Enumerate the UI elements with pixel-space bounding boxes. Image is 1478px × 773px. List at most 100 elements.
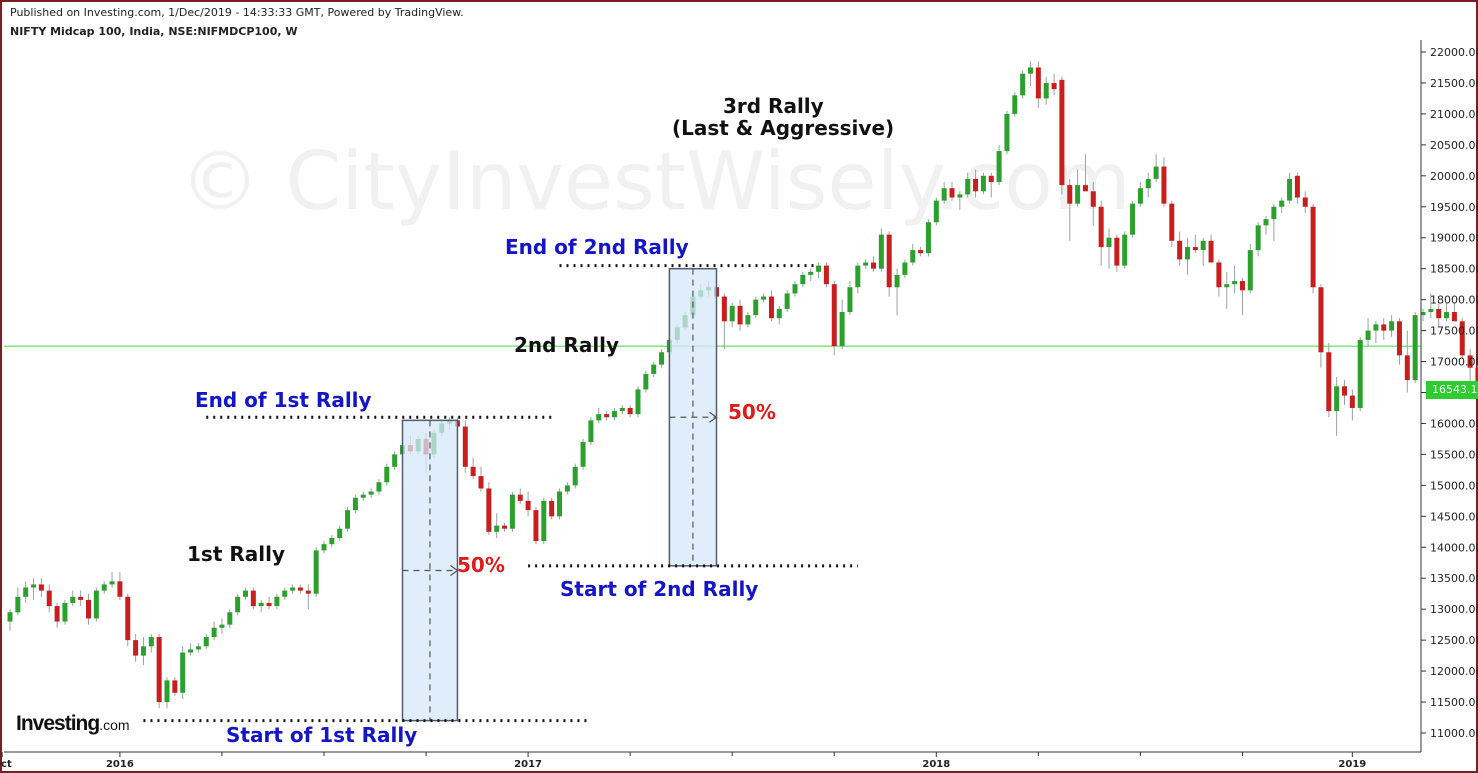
candle-up — [729, 305, 735, 322]
candle-up — [1004, 113, 1010, 152]
candle-up — [1444, 312, 1450, 319]
candle-up — [1122, 234, 1128, 266]
candle-down — [1381, 324, 1387, 331]
candle-up — [15, 596, 21, 613]
y-tick-label: 18000.00 — [1430, 294, 1478, 307]
candle-up — [541, 500, 547, 542]
candle-down — [1475, 367, 1478, 393]
y-tick-label: 17500.00 — [1430, 325, 1478, 338]
logo-suffix: .com — [99, 717, 130, 733]
candle-up — [1224, 284, 1230, 288]
rally1-box-arrow — [450, 565, 459, 576]
y-tick-label: 11000.00 — [1430, 727, 1478, 740]
candle-down — [250, 590, 256, 607]
candle-up — [258, 602, 264, 607]
candle-up — [855, 265, 861, 288]
y-tick-label: 20000.00 — [1430, 170, 1478, 183]
published-info: Published on Investing.com, 1/Dec/2019 -… — [10, 6, 464, 19]
candle-up — [659, 352, 665, 365]
candle-up — [1389, 321, 1395, 331]
candle-up — [31, 584, 37, 588]
candle-up — [1200, 240, 1206, 251]
candle-down — [1082, 185, 1088, 192]
candle-up — [1028, 67, 1033, 74]
candle-up — [643, 373, 649, 390]
logo-main: Investing — [16, 712, 100, 735]
candle-down — [1459, 321, 1465, 356]
candle-down — [1051, 82, 1057, 90]
candle-up — [957, 194, 963, 198]
candle-down — [1169, 203, 1175, 241]
candle-down — [38, 584, 44, 591]
candle-up — [1153, 166, 1159, 179]
candle-down — [1114, 237, 1120, 266]
candle-down — [1436, 308, 1442, 319]
candle-down — [462, 426, 468, 467]
candle-down — [54, 606, 60, 622]
candle-down — [1067, 185, 1073, 204]
candle-down — [156, 637, 162, 703]
candle-up — [965, 178, 971, 195]
start-of-1st-rally-label: Start of 1st Rally — [226, 723, 418, 747]
candle-up — [1279, 200, 1285, 207]
candle-up — [572, 466, 578, 486]
pct-50-label-1: 50% — [457, 553, 505, 577]
rally3-label-line1: 3rd Rally — [723, 94, 824, 118]
instrument-title: NIFTY Midcap 100, India, NSE:NIFMDCP100,… — [10, 25, 298, 38]
candle-up — [1412, 315, 1418, 381]
2nd-rally-label: 2nd Rally — [514, 333, 620, 357]
candle-up — [894, 274, 900, 288]
candle-down — [125, 596, 131, 641]
candle-up — [745, 315, 751, 325]
x-tick-label: 2016 — [106, 759, 134, 770]
candle-up — [792, 284, 798, 294]
candle-up — [109, 581, 115, 585]
x-tick-label: Oct — [0, 759, 12, 770]
candle-up — [101, 584, 107, 591]
candle-up — [1043, 82, 1049, 99]
candle-up — [1287, 178, 1293, 201]
candle-up — [203, 637, 209, 647]
candle-up — [839, 312, 845, 347]
pct-50-label-2: 50% — [728, 400, 776, 424]
candle-up — [557, 491, 562, 517]
candle-up — [180, 652, 186, 693]
candle-up — [1334, 386, 1340, 412]
candle-up — [925, 222, 931, 254]
candle-down — [172, 680, 178, 693]
y-tick-label: 17000.00 — [1430, 356, 1478, 369]
candle-up — [188, 649, 194, 653]
investing-logo: Investing.com — [16, 712, 130, 736]
candle-up — [1263, 219, 1269, 226]
candle-up — [863, 262, 869, 266]
candle-up — [847, 287, 853, 313]
y-tick-label: 21500.00 — [1430, 77, 1478, 90]
candle-up — [980, 175, 986, 192]
start-of-2nd-rally-label: Start of 2nd Rally — [560, 577, 759, 601]
candle-down — [1098, 206, 1104, 248]
candle-up — [1137, 188, 1143, 204]
candle-down — [1090, 191, 1096, 207]
candle-up — [878, 234, 884, 269]
candle-up — [1271, 206, 1277, 220]
candle-up — [1357, 339, 1363, 408]
candle-up — [1130, 203, 1136, 235]
candle-up — [1232, 281, 1238, 285]
candle-down — [1310, 206, 1316, 288]
candle-down — [86, 599, 91, 619]
candle-down — [1451, 312, 1457, 322]
candle-up — [910, 250, 916, 263]
candle-up — [1145, 178, 1151, 189]
candle-up — [509, 494, 515, 529]
candle-up — [227, 612, 233, 625]
candle-up — [235, 596, 241, 613]
candle-up — [494, 525, 500, 532]
candle-down — [627, 407, 633, 415]
candle-down — [525, 500, 531, 511]
candle-down — [1161, 166, 1167, 204]
y-tick-label: 12500.00 — [1430, 634, 1478, 647]
candle-down — [1059, 79, 1065, 186]
candle-down — [78, 596, 84, 600]
rally2-box-arrow — [709, 411, 718, 423]
